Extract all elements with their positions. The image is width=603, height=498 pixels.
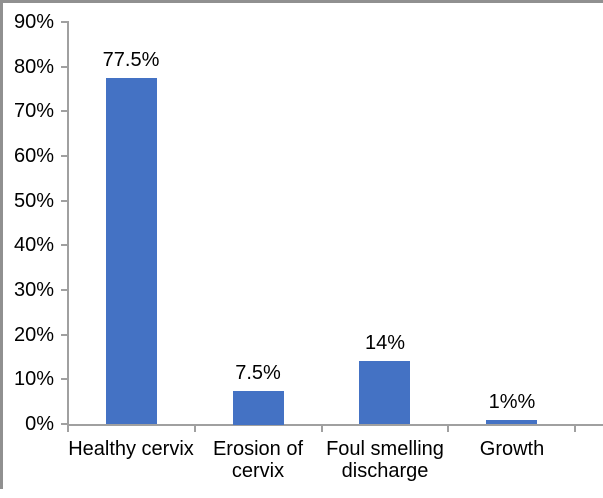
x-axis-tick — [194, 424, 196, 432]
x-axis-tick — [67, 424, 69, 432]
y-axis-tick — [61, 378, 68, 380]
x-axis-tick — [574, 424, 576, 432]
x-axis-category-label: Growth — [479, 438, 545, 460]
y-axis-tick-label: 60% — [13, 145, 54, 167]
y-axis-tick — [61, 110, 68, 112]
bar-value-label: 14% — [364, 332, 406, 354]
y-axis-tick — [61, 200, 68, 202]
y-axis-tick-label: 40% — [13, 234, 54, 256]
x-axis-line — [68, 424, 603, 426]
y-axis-tick-label: 10% — [13, 368, 54, 390]
y-axis-tick-label: 30% — [13, 279, 54, 301]
y-axis-tick — [61, 334, 68, 336]
x-axis-tick — [447, 424, 449, 432]
y-axis-tick — [61, 244, 68, 246]
y-axis-tick-label: 70% — [13, 100, 54, 122]
bar-growth — [486, 420, 537, 424]
y-axis-tick-label: 50% — [13, 190, 54, 212]
y-axis-tick — [61, 66, 68, 68]
y-axis-tick — [61, 155, 68, 157]
y-axis-tick-label: 0% — [25, 413, 54, 435]
y-axis-tick-label: 80% — [13, 56, 54, 78]
y-axis-tick — [61, 289, 68, 291]
bar-value-label: 77.5% — [102, 49, 160, 71]
bar-foul-smelling-discharge — [359, 361, 410, 424]
bar-healthy-cervix — [106, 78, 157, 424]
frame-border-left — [0, 0, 3, 489]
y-axis-tick-label: 20% — [13, 324, 54, 346]
frame-border-top — [0, 0, 603, 3]
y-axis-tick — [61, 21, 68, 23]
bar-value-label: 7.5% — [235, 362, 281, 384]
x-axis-category-label: Erosion of cervix — [212, 438, 304, 482]
y-axis-line — [67, 21, 69, 432]
y-axis-tick — [61, 423, 68, 425]
x-axis-tick — [321, 424, 323, 432]
x-axis-category-label: Foul smelling discharge — [326, 438, 444, 482]
y-axis-tick-label: 90% — [13, 11, 54, 33]
bar-erosion-of-cervix — [233, 391, 284, 425]
bar-value-label: 1%% — [488, 391, 536, 413]
x-axis-category-label: Healthy cervix — [68, 438, 194, 460]
